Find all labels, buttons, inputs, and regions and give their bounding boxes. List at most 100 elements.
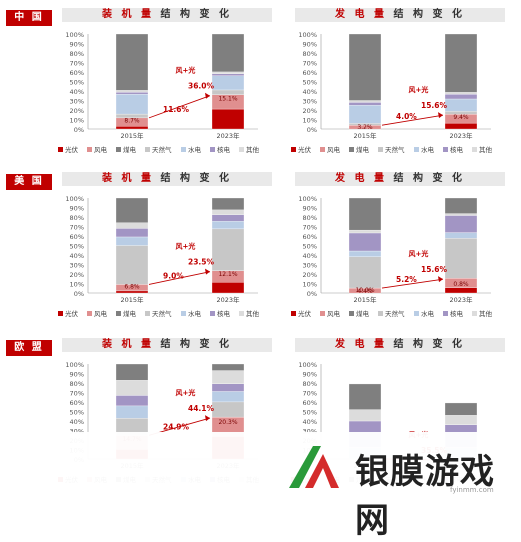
bar-segment [211, 214, 245, 222]
bar-segment [444, 92, 478, 95]
trend-arrow [148, 95, 211, 119]
legend-label: 水电 [188, 309, 202, 318]
legend-swatch [116, 147, 121, 152]
bar-segment [211, 75, 245, 91]
y-tick-label: 80% [303, 380, 317, 388]
bar-segment [444, 94, 478, 100]
bar-segment [115, 90, 149, 93]
y-tick-label: 60% [70, 69, 84, 77]
panel-title: 装 机 量 结 构 变 化 [62, 172, 272, 186]
x-tick-label: 2023年 [449, 295, 473, 304]
bar-segment [115, 33, 149, 91]
bar-segment [115, 236, 149, 246]
bar-segment [115, 93, 149, 115]
bar-segment [211, 33, 245, 73]
wind-solar-total-label: 15.6% [421, 101, 448, 110]
region-label: 中 国 [6, 10, 52, 26]
y-tick-label: 90% [70, 371, 84, 379]
y-tick-label: 100% [298, 361, 317, 369]
y-tick-label: 90% [70, 205, 84, 213]
stacked-bar-chart: 0%10% 20%30% 40%50% 60%70% 80%90% 100% 8.7% 201… [58, 31, 260, 154]
bar-segment [115, 363, 149, 381]
bar-segment [444, 238, 478, 279]
bar-segment [115, 395, 149, 407]
y-tick-label: 20% [70, 107, 84, 115]
panel-title-highlight: 发 电 量 [335, 339, 388, 350]
legend-swatch [210, 311, 215, 316]
y-tick-label: 90% [303, 41, 317, 49]
bar-segment [444, 213, 478, 216]
legend-label: 核电 [217, 309, 231, 318]
y-tick-label: 90% [303, 205, 317, 213]
bar-segment [211, 370, 245, 385]
bar-segment [211, 228, 245, 271]
bar-data-label: 8.7% [124, 118, 140, 125]
y-tick-label: 0% [307, 126, 317, 134]
arrow-head-icon [205, 268, 210, 275]
bar-data-label: 10.0% [355, 287, 374, 294]
bar-segment [211, 401, 245, 418]
legend-label: 天然气 [385, 309, 405, 318]
bar-segment [115, 228, 149, 238]
y-tick-label: 50% [70, 79, 84, 87]
y-tick-label: 100% [65, 195, 84, 203]
wind-solar-total-label: 23.5% [188, 258, 215, 267]
legend-swatch [87, 147, 92, 152]
region-label: 美 国 [6, 174, 52, 190]
y-tick-label: 50% [303, 243, 317, 251]
legend-swatch [210, 147, 215, 152]
y-tick-label: 80% [303, 50, 317, 58]
panel-title-rest: 结 构 变 化 [387, 9, 465, 20]
panel-title: 装 机 量 结 构 变 化 [62, 338, 272, 352]
bar-data-label: 12.1% [218, 271, 237, 278]
legend-swatch [145, 147, 150, 152]
legend-swatch [443, 147, 448, 152]
x-tick-label: 2015年 [120, 131, 144, 140]
legend-label: 天然气 [385, 145, 405, 154]
y-tick-label: 40% [303, 252, 317, 260]
bar-segment [348, 229, 382, 234]
bar-segment [348, 105, 382, 124]
bar-data-label: 20.3% [218, 419, 237, 426]
bar-data-label: 4.4% [357, 288, 373, 295]
bar-data-label: 15.1% [218, 96, 237, 103]
bar-segment [444, 98, 478, 112]
bar-segment [348, 232, 382, 252]
y-tick-label: 0% [74, 290, 84, 298]
wind-solar-total-label: 15.6% [421, 265, 448, 274]
y-tick-label: 10% [70, 281, 84, 289]
bar-segment [115, 126, 149, 130]
panel-title-highlight: 发 电 量 [335, 173, 388, 184]
y-tick-label: 40% [303, 418, 317, 426]
arrow-head-icon [438, 276, 443, 283]
bar-segment [444, 215, 478, 233]
legend-swatch [414, 311, 419, 316]
y-tick-label: 40% [70, 88, 84, 96]
bar-segment [348, 33, 382, 101]
legend-label: 水电 [421, 145, 435, 154]
bar-segment [211, 209, 245, 215]
y-tick-label: 40% [70, 418, 84, 426]
bar-segment [115, 380, 149, 396]
panel-title-rest: 结 构 变 化 [387, 339, 465, 350]
panel-title: 发 电 量 结 构 变 化 [295, 8, 505, 22]
y-tick-label: 70% [70, 224, 84, 232]
y-tick-label: 50% [70, 409, 84, 417]
panel-title-highlight: 装 机 量 [102, 173, 155, 184]
y-tick-label: 100% [65, 361, 84, 369]
legend-swatch [87, 311, 92, 316]
y-tick-label: 10% [303, 117, 317, 125]
y-tick-label: 70% [303, 60, 317, 68]
legend-swatch [145, 311, 150, 316]
y-tick-label: 60% [70, 399, 84, 407]
legend-swatch [239, 147, 244, 152]
legend-swatch [291, 147, 296, 152]
panel-title-rest: 结 构 变 化 [154, 339, 232, 350]
bar-segment [348, 409, 382, 422]
legend-label: 核电 [450, 145, 464, 154]
y-tick-label: 80% [303, 214, 317, 222]
y-tick-label: 0% [74, 126, 84, 134]
y-tick-label: 60% [303, 69, 317, 77]
legend-swatch [320, 147, 325, 152]
legend-swatch [181, 147, 186, 152]
